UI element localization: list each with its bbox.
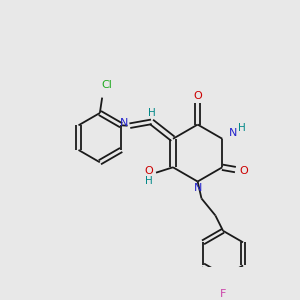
Text: H: H bbox=[145, 176, 153, 186]
Text: N: N bbox=[229, 128, 237, 138]
Text: N: N bbox=[119, 118, 128, 128]
Text: O: O bbox=[145, 166, 154, 176]
Text: O: O bbox=[193, 91, 202, 101]
Text: N: N bbox=[194, 183, 202, 193]
Text: O: O bbox=[239, 166, 248, 176]
Text: H: H bbox=[238, 123, 245, 133]
Text: H: H bbox=[148, 108, 156, 118]
Text: Cl: Cl bbox=[101, 80, 112, 90]
Text: F: F bbox=[220, 289, 226, 299]
